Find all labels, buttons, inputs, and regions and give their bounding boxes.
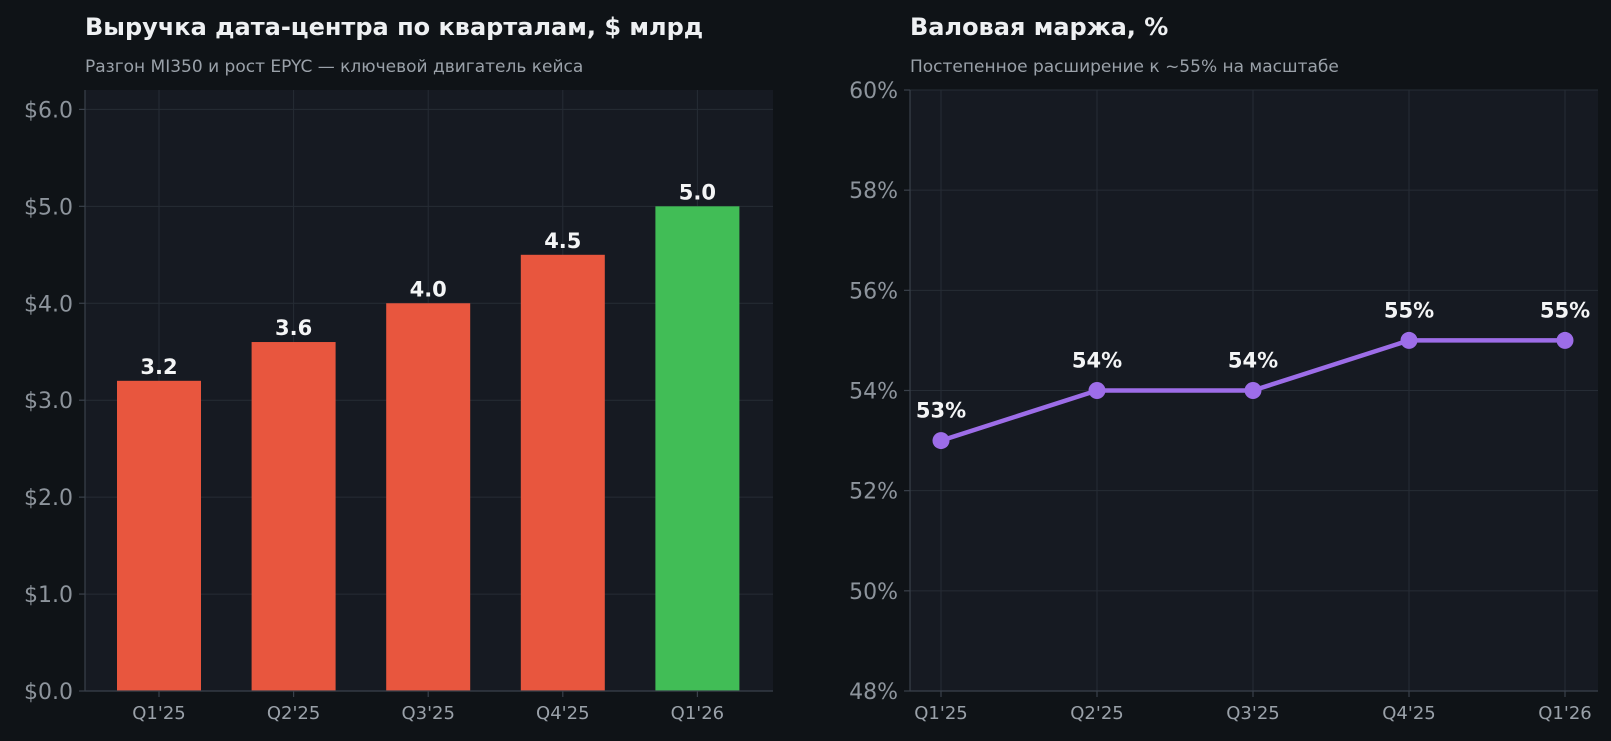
bar-xtick-label: Q2'25 bbox=[267, 703, 320, 724]
line-chart-subtitle: Постепенное расширение к ~55% на масштаб… bbox=[910, 57, 1339, 77]
gross-margin-point bbox=[932, 432, 950, 450]
line-xtick-label: Q1'25 bbox=[914, 703, 967, 724]
bar-series bbox=[117, 206, 740, 692]
revenue-bar bbox=[520, 254, 605, 691]
line-xtick-label: Q4'25 bbox=[1382, 703, 1435, 724]
gross-margin-point bbox=[1088, 382, 1106, 399]
bar-data-label: 4.5 bbox=[544, 229, 581, 253]
bar-chart-subtitle: Разгон MI350 и рост EPYC — ключевой двиг… bbox=[85, 57, 583, 77]
line-chart-title: Валовая маржа, % bbox=[910, 13, 1168, 41]
gross-margin-point bbox=[1244, 382, 1262, 399]
bar-data-label: 3.2 bbox=[140, 355, 177, 379]
line-xtick-label: Q1'26 bbox=[1538, 703, 1591, 724]
line-ytick-label: 56% bbox=[849, 279, 898, 304]
gross-margin-point bbox=[1556, 331, 1574, 349]
line-ytick-label: 58% bbox=[849, 179, 898, 204]
line-data-label: 55% bbox=[1540, 298, 1590, 322]
line-data-labels: 53% 54% 54% 55% 55% bbox=[916, 298, 1590, 422]
bar-xtick-label: Q3'25 bbox=[401, 703, 454, 724]
revenue-bar bbox=[386, 303, 471, 691]
line-xtick-label: Q2'25 bbox=[1070, 703, 1123, 724]
bar-ytick-label: $5.0 bbox=[24, 195, 73, 220]
bar-data-labels: 3.2 3.6 4.0 4.5 5.0 bbox=[140, 180, 716, 378]
bar-xtick-label: Q4'25 bbox=[536, 703, 589, 724]
gross-margin-line-chart: Валовая маржа, % Постепенное расширение … bbox=[849, 13, 1598, 724]
line-data-label: 53% bbox=[916, 399, 966, 423]
bar-y-axis-ticks: $0.0 $1.0 $2.0 $3.0 $4.0 $5.0 $6.0 bbox=[24, 98, 85, 705]
bar-ytick-label: $3.0 bbox=[24, 389, 73, 414]
revenue-bar bbox=[251, 342, 336, 691]
line-ytick-label: 60% bbox=[849, 79, 898, 104]
bar-ytick-label: $1.0 bbox=[24, 583, 73, 608]
bar-data-label: 4.0 bbox=[410, 277, 447, 301]
bar-xtick-label: Q1'26 bbox=[671, 703, 724, 724]
line-xtick-label: Q3'25 bbox=[1226, 703, 1279, 724]
line-x-axis-ticks: Q1'25 Q2'25 Q3'25 Q4'25 Q1'26 bbox=[914, 691, 1592, 724]
line-gridlines bbox=[910, 89, 1598, 692]
revenue-bar bbox=[117, 380, 201, 691]
line-y-axis-ticks: 48% 50% 52% 54% 56% 58% 60% bbox=[849, 79, 910, 705]
line-series bbox=[932, 331, 1574, 450]
bar-data-label: 3.6 bbox=[275, 316, 312, 340]
line-ytick-label: 52% bbox=[849, 480, 898, 505]
bar-x-axis-ticks: Q1'25 Q2'25 Q3'25 Q4'25 Q1'26 bbox=[132, 691, 724, 724]
bar-data-label: 5.0 bbox=[679, 180, 716, 204]
bar-ytick-label: $6.0 bbox=[24, 98, 73, 123]
bar-chart-title: Выручка дата-центра по кварталам, $ млрд bbox=[85, 13, 703, 41]
bar-xtick-label: Q1'25 bbox=[132, 703, 185, 724]
bar-ytick-label: $0.0 bbox=[24, 680, 73, 705]
line-data-label: 54% bbox=[1228, 349, 1278, 373]
gross-margin-point bbox=[1400, 331, 1418, 349]
line-ytick-label: 50% bbox=[849, 580, 898, 605]
bar-ytick-label: $2.0 bbox=[24, 486, 73, 511]
line-data-label: 54% bbox=[1072, 349, 1122, 373]
revenue-bar-chart: Выручка дата-центра по кварталам, $ млрд… bbox=[24, 13, 773, 724]
bar-ytick-label: $4.0 bbox=[24, 292, 73, 317]
line-data-label: 55% bbox=[1384, 298, 1434, 322]
line-ytick-label: 48% bbox=[849, 680, 898, 705]
line-ytick-label: 54% bbox=[849, 380, 898, 405]
revenue-bar bbox=[655, 206, 740, 692]
